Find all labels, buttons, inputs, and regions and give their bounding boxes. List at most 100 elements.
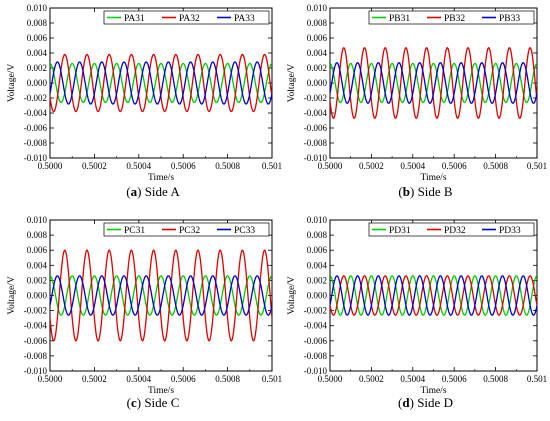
- legend-label-pd32: PD32: [444, 226, 466, 236]
- y-tick-label: -0.002: [304, 93, 327, 103]
- y-axis-title: Voltage/V: [287, 64, 297, 102]
- caption-text: Side C: [144, 395, 179, 410]
- y-tick-label: 0.008: [307, 230, 328, 240]
- y-tick-label: 0.004: [307, 260, 328, 270]
- y-tick-label: 0.002: [307, 275, 327, 285]
- y-tick-label: 0.006: [27, 245, 48, 255]
- chart-panel-d: 0.010 0.008 0.006 0.004 0.002 0.000 -0.002 -0.0…: [287, 215, 547, 410]
- y-tick-label: 0.010: [307, 215, 328, 225]
- x-tick-label: 0.5006: [442, 374, 467, 384]
- series-group: [50, 249, 272, 342]
- x-tick-label: 0.5006: [442, 161, 467, 171]
- y-tick-label: 0.000: [307, 291, 328, 301]
- y-tick-label: -0.002: [24, 306, 47, 316]
- y-tick-label: -0.010: [24, 153, 48, 163]
- series-line-pa32: [50, 53, 272, 113]
- x-tick-label: 0.501: [262, 161, 282, 171]
- legend: PD31 PD32 PD33: [368, 222, 535, 237]
- panel-caption: (a) Side A: [126, 184, 180, 199]
- series-line-pc33: [50, 275, 272, 316]
- x-tick-label: 0.5002: [82, 374, 107, 384]
- legend-label-pc33: PC33: [234, 226, 255, 236]
- x-axis-title: Time/s: [420, 173, 446, 183]
- x-tick-label: 0.5004: [126, 374, 151, 384]
- y-tick-label: 0.008: [307, 18, 328, 28]
- x-tick-label: 0.501: [262, 374, 282, 384]
- legend: PC31 PC32 PC33: [103, 222, 270, 237]
- x-tick-label: 0.5004: [400, 161, 425, 171]
- y-tick-label: 0.006: [27, 33, 48, 43]
- x-tick-label: 0.5004: [126, 161, 151, 171]
- x-tick-label: 0.5002: [359, 374, 384, 384]
- y-tick-label: -0.004: [304, 108, 328, 118]
- y-tick-label: -0.006: [304, 336, 328, 346]
- y-tick-label: 0.008: [27, 230, 48, 240]
- legend-label-pc32: PC32: [179, 226, 200, 236]
- legend-label-pd33: PD33: [499, 226, 521, 236]
- panel-caption: (c) Side C: [127, 395, 180, 410]
- y-tick-label: 0.004: [27, 48, 48, 58]
- series-line-pd33: [330, 275, 537, 316]
- x-tick-label: 0.5008: [483, 374, 508, 384]
- y-tick-label: -0.004: [304, 321, 328, 331]
- series-line-pc32: [50, 249, 272, 342]
- y-tick-label: -0.006: [304, 123, 328, 133]
- panel-caption: (d) Side D: [398, 395, 453, 410]
- y-tick-label: -0.010: [304, 153, 328, 163]
- y-tick-label: -0.008: [24, 138, 48, 148]
- plot-frame: [49, 7, 273, 159]
- series-group: [330, 47, 537, 119]
- x-tick-label: 0.5008: [215, 374, 240, 384]
- y-axis-title: Voltage/V: [287, 276, 297, 314]
- legend-label-pd31: PD31: [389, 226, 411, 236]
- legend-label-pa31: PA31: [124, 14, 145, 24]
- caption-letter: a: [131, 184, 138, 199]
- x-tick-label: 0.5000: [38, 374, 63, 384]
- y-tick-label: 0.002: [307, 63, 327, 73]
- y-tick-label: 0.006: [307, 33, 328, 43]
- series-line-pb32: [330, 47, 537, 119]
- legend: PB31 PB32 PB33: [368, 10, 535, 25]
- caption-letter: b: [403, 184, 410, 199]
- x-axis-title: Time/s: [420, 386, 446, 396]
- legend-label-pa32: PA32: [179, 14, 200, 24]
- y-tick-label: 0.010: [307, 3, 328, 13]
- caption-text: Side D: [417, 395, 453, 410]
- x-tick-label: 0.5008: [215, 161, 240, 171]
- x-tick-label: 0.5002: [359, 161, 384, 171]
- legend: PA31 PA32 PA33: [103, 10, 270, 25]
- x-tick-label: 0.5006: [171, 161, 196, 171]
- series-line-pb33: [330, 62, 537, 104]
- y-tick-label: -0.006: [24, 123, 48, 133]
- legend-label-pb33: PB33: [499, 14, 520, 24]
- y-tick-label: -0.010: [304, 366, 328, 376]
- x-axis-title: Time/s: [148, 173, 174, 183]
- caption-letter: d: [402, 395, 410, 410]
- panel-caption: (b) Side B: [398, 184, 453, 199]
- legend-box: [368, 222, 535, 237]
- legend-label-pc31: PC31: [124, 226, 145, 236]
- legend-box: [103, 10, 270, 25]
- y-tick-label: 0.010: [27, 215, 48, 225]
- y-tick-label: 0.008: [27, 18, 48, 28]
- chart-panel-a: 0.010 0.008 0.006 0.004 0.002 0.000 -0.002 -0.0…: [7, 3, 282, 199]
- y-tick-label: 0.004: [27, 260, 48, 270]
- caption-text: Side A: [145, 184, 181, 199]
- y-axis-title: Voltage/V: [7, 64, 17, 102]
- y-tick-label: 0.006: [307, 245, 328, 255]
- y-tick-label: -0.008: [304, 138, 328, 148]
- series-group: [50, 53, 272, 113]
- y-tick-label: -0.004: [24, 108, 48, 118]
- x-tick-label: 0.5000: [318, 374, 343, 384]
- y-tick-label: -0.008: [24, 351, 48, 361]
- y-tick-label: 0.010: [27, 3, 48, 13]
- x-tick-label: 0.5004: [400, 374, 425, 384]
- y-tick-label: 0.000: [27, 291, 48, 301]
- caption-letter: c: [131, 395, 137, 410]
- y-tick-label: 0.002: [27, 63, 47, 73]
- y-tick-label: 0.000: [307, 78, 328, 88]
- x-tick-label: 0.5006: [171, 374, 196, 384]
- x-tick-label: 0.5008: [483, 161, 508, 171]
- y-tick-label: 0.000: [27, 78, 48, 88]
- plot-frame: [49, 219, 273, 372]
